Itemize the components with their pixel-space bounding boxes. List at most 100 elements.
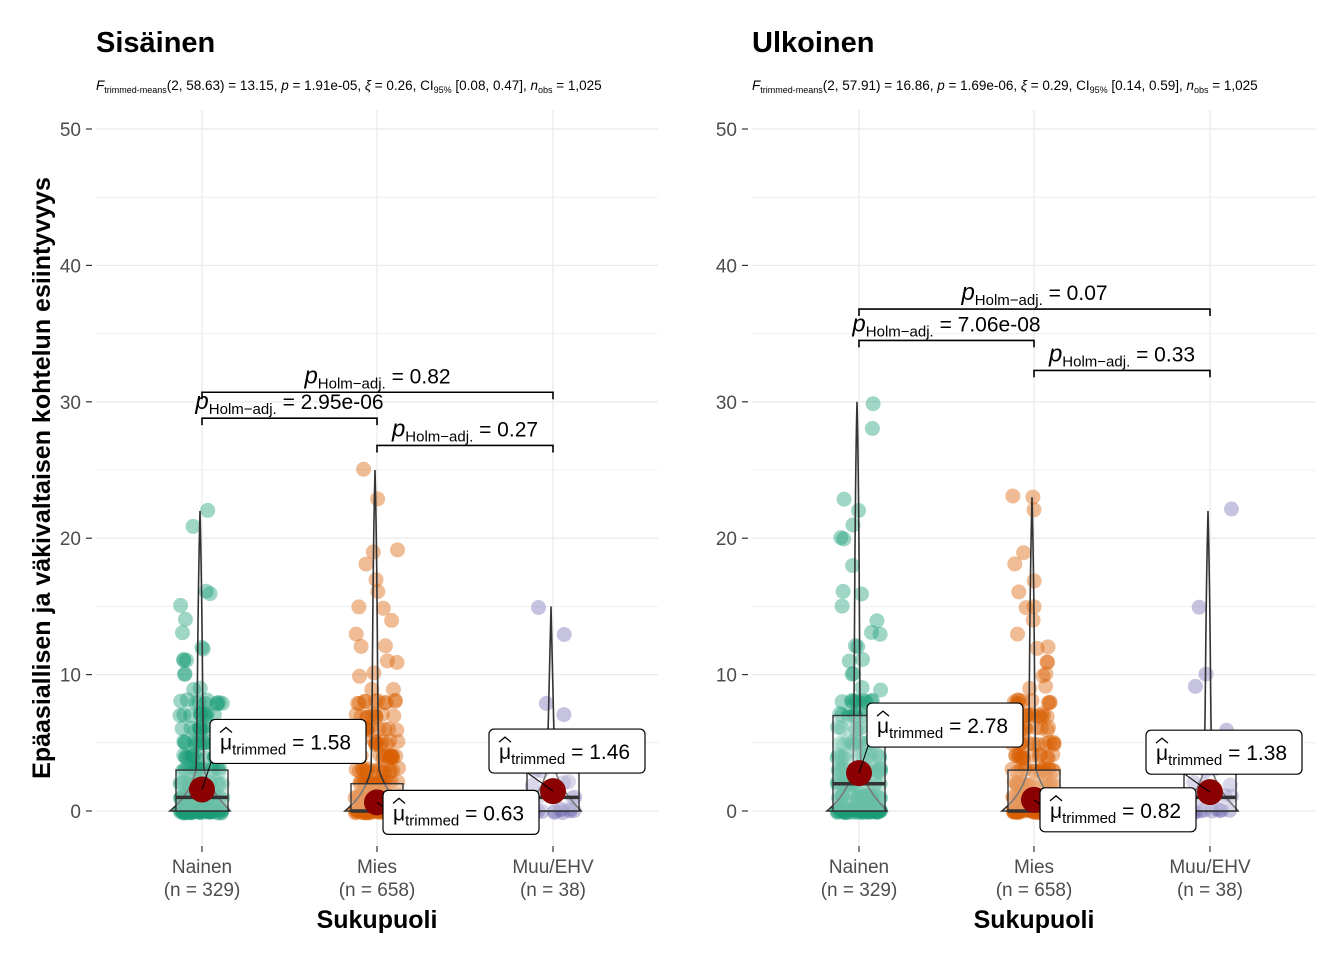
data-point: [850, 788, 866, 804]
series-mies: [342, 461, 407, 821]
data-point: [385, 762, 401, 778]
data-point: [851, 748, 867, 763]
data-point: [211, 695, 227, 711]
data-point: [872, 790, 888, 806]
y-tick-label: 0: [70, 802, 81, 823]
data-point: [837, 750, 853, 766]
data-point: [847, 638, 863, 654]
data-point: [1035, 761, 1050, 777]
data-point: [209, 760, 225, 776]
data-point: [1042, 734, 1058, 750]
trimmed-mean-text: μtrimmed = 0.63: [393, 802, 524, 829]
data-point: [832, 764, 848, 780]
mu-hat: [1155, 737, 1169, 744]
p-value-label: pHolm−adj. = 7.06e-08: [851, 310, 1040, 340]
data-point: [1187, 678, 1203, 694]
data-point: [847, 693, 863, 709]
data-point: [1028, 720, 1044, 736]
data-point: [385, 749, 401, 764]
trimmed-mean-label: μtrimmed = 0.82: [1033, 787, 1197, 833]
data-point: [862, 788, 878, 804]
data-point: [1042, 775, 1058, 791]
data-point: [868, 802, 884, 817]
panel-sisainen: 0 10 20 30 40 50 Sisäinen Ftrimmed-means(2, 58.…: [60, 27, 658, 934]
data-point: [835, 802, 851, 818]
data-point: [854, 788, 870, 804]
data-point: [554, 801, 570, 817]
data-point: [864, 790, 880, 805]
data-point: [357, 762, 373, 778]
data-point: [369, 762, 385, 778]
data-point: [847, 707, 863, 723]
bracket-line: [201, 391, 554, 400]
data-point: [830, 762, 846, 778]
data-point: [354, 761, 370, 777]
data-point: [556, 707, 572, 723]
data-point: [196, 801, 212, 817]
data-point: [857, 802, 873, 818]
data-point: [834, 694, 850, 710]
data-point: [1016, 545, 1032, 561]
data-point: [214, 695, 230, 711]
data-point: [1011, 748, 1026, 764]
data-point: [1006, 774, 1022, 790]
x-tick-count: (n = 658): [996, 880, 1073, 901]
data-point: [834, 598, 850, 614]
trimmed-mean-text: μtrimmed = 1.58: [220, 731, 351, 758]
data-point: [1222, 777, 1238, 793]
data-point: [1209, 801, 1225, 817]
data-point: [173, 802, 189, 818]
data-point: [853, 791, 869, 807]
x-tick-count: (n = 658): [339, 880, 416, 901]
data-point: [352, 695, 367, 711]
data-point: [174, 775, 190, 791]
data-point: [834, 721, 850, 737]
data-point: [836, 804, 852, 820]
data-point: [860, 748, 876, 764]
data-point: [1011, 747, 1027, 763]
data-point: [1008, 748, 1024, 764]
data-point: [179, 652, 194, 668]
data-point: [841, 707, 856, 723]
data-point: [844, 734, 860, 750]
data-point: [831, 774, 847, 790]
data-point: [176, 801, 192, 817]
data-point: [387, 693, 403, 709]
data-point: [205, 802, 221, 817]
data-point: [201, 801, 217, 817]
p-value-label: pHolm−adj. = 2.95e-06: [194, 388, 383, 418]
data-point: [209, 695, 225, 711]
data-point: [1016, 750, 1031, 766]
data-point: [177, 611, 193, 627]
data-point: [177, 735, 193, 751]
data-point: [182, 804, 198, 820]
data-point: [178, 804, 193, 820]
data-point: [178, 749, 194, 765]
data-point: [176, 774, 192, 790]
data-point: [384, 750, 400, 766]
data-point: [370, 491, 386, 507]
data-point: [869, 613, 885, 629]
y-tick-label: 0: [726, 802, 737, 823]
data-point: [1025, 489, 1041, 505]
data-point: [388, 748, 404, 764]
data-point: [1039, 722, 1055, 738]
data-point: [1038, 678, 1054, 694]
data-point: [381, 721, 397, 737]
data-point: [377, 747, 393, 763]
data-point: [202, 802, 218, 818]
label-box: [382, 789, 540, 836]
data-point: [178, 763, 194, 779]
data-point: [382, 763, 398, 779]
data-point: [389, 655, 405, 670]
data-point: [864, 421, 880, 436]
data-point: [1008, 747, 1024, 763]
data-point: [855, 788, 871, 804]
data-point: [351, 599, 367, 615]
data-point: [379, 653, 395, 669]
data-point: [1013, 750, 1029, 766]
data-point: [869, 802, 885, 818]
data-point: [845, 517, 861, 533]
data-point: [854, 680, 870, 696]
data-point: [194, 802, 210, 818]
